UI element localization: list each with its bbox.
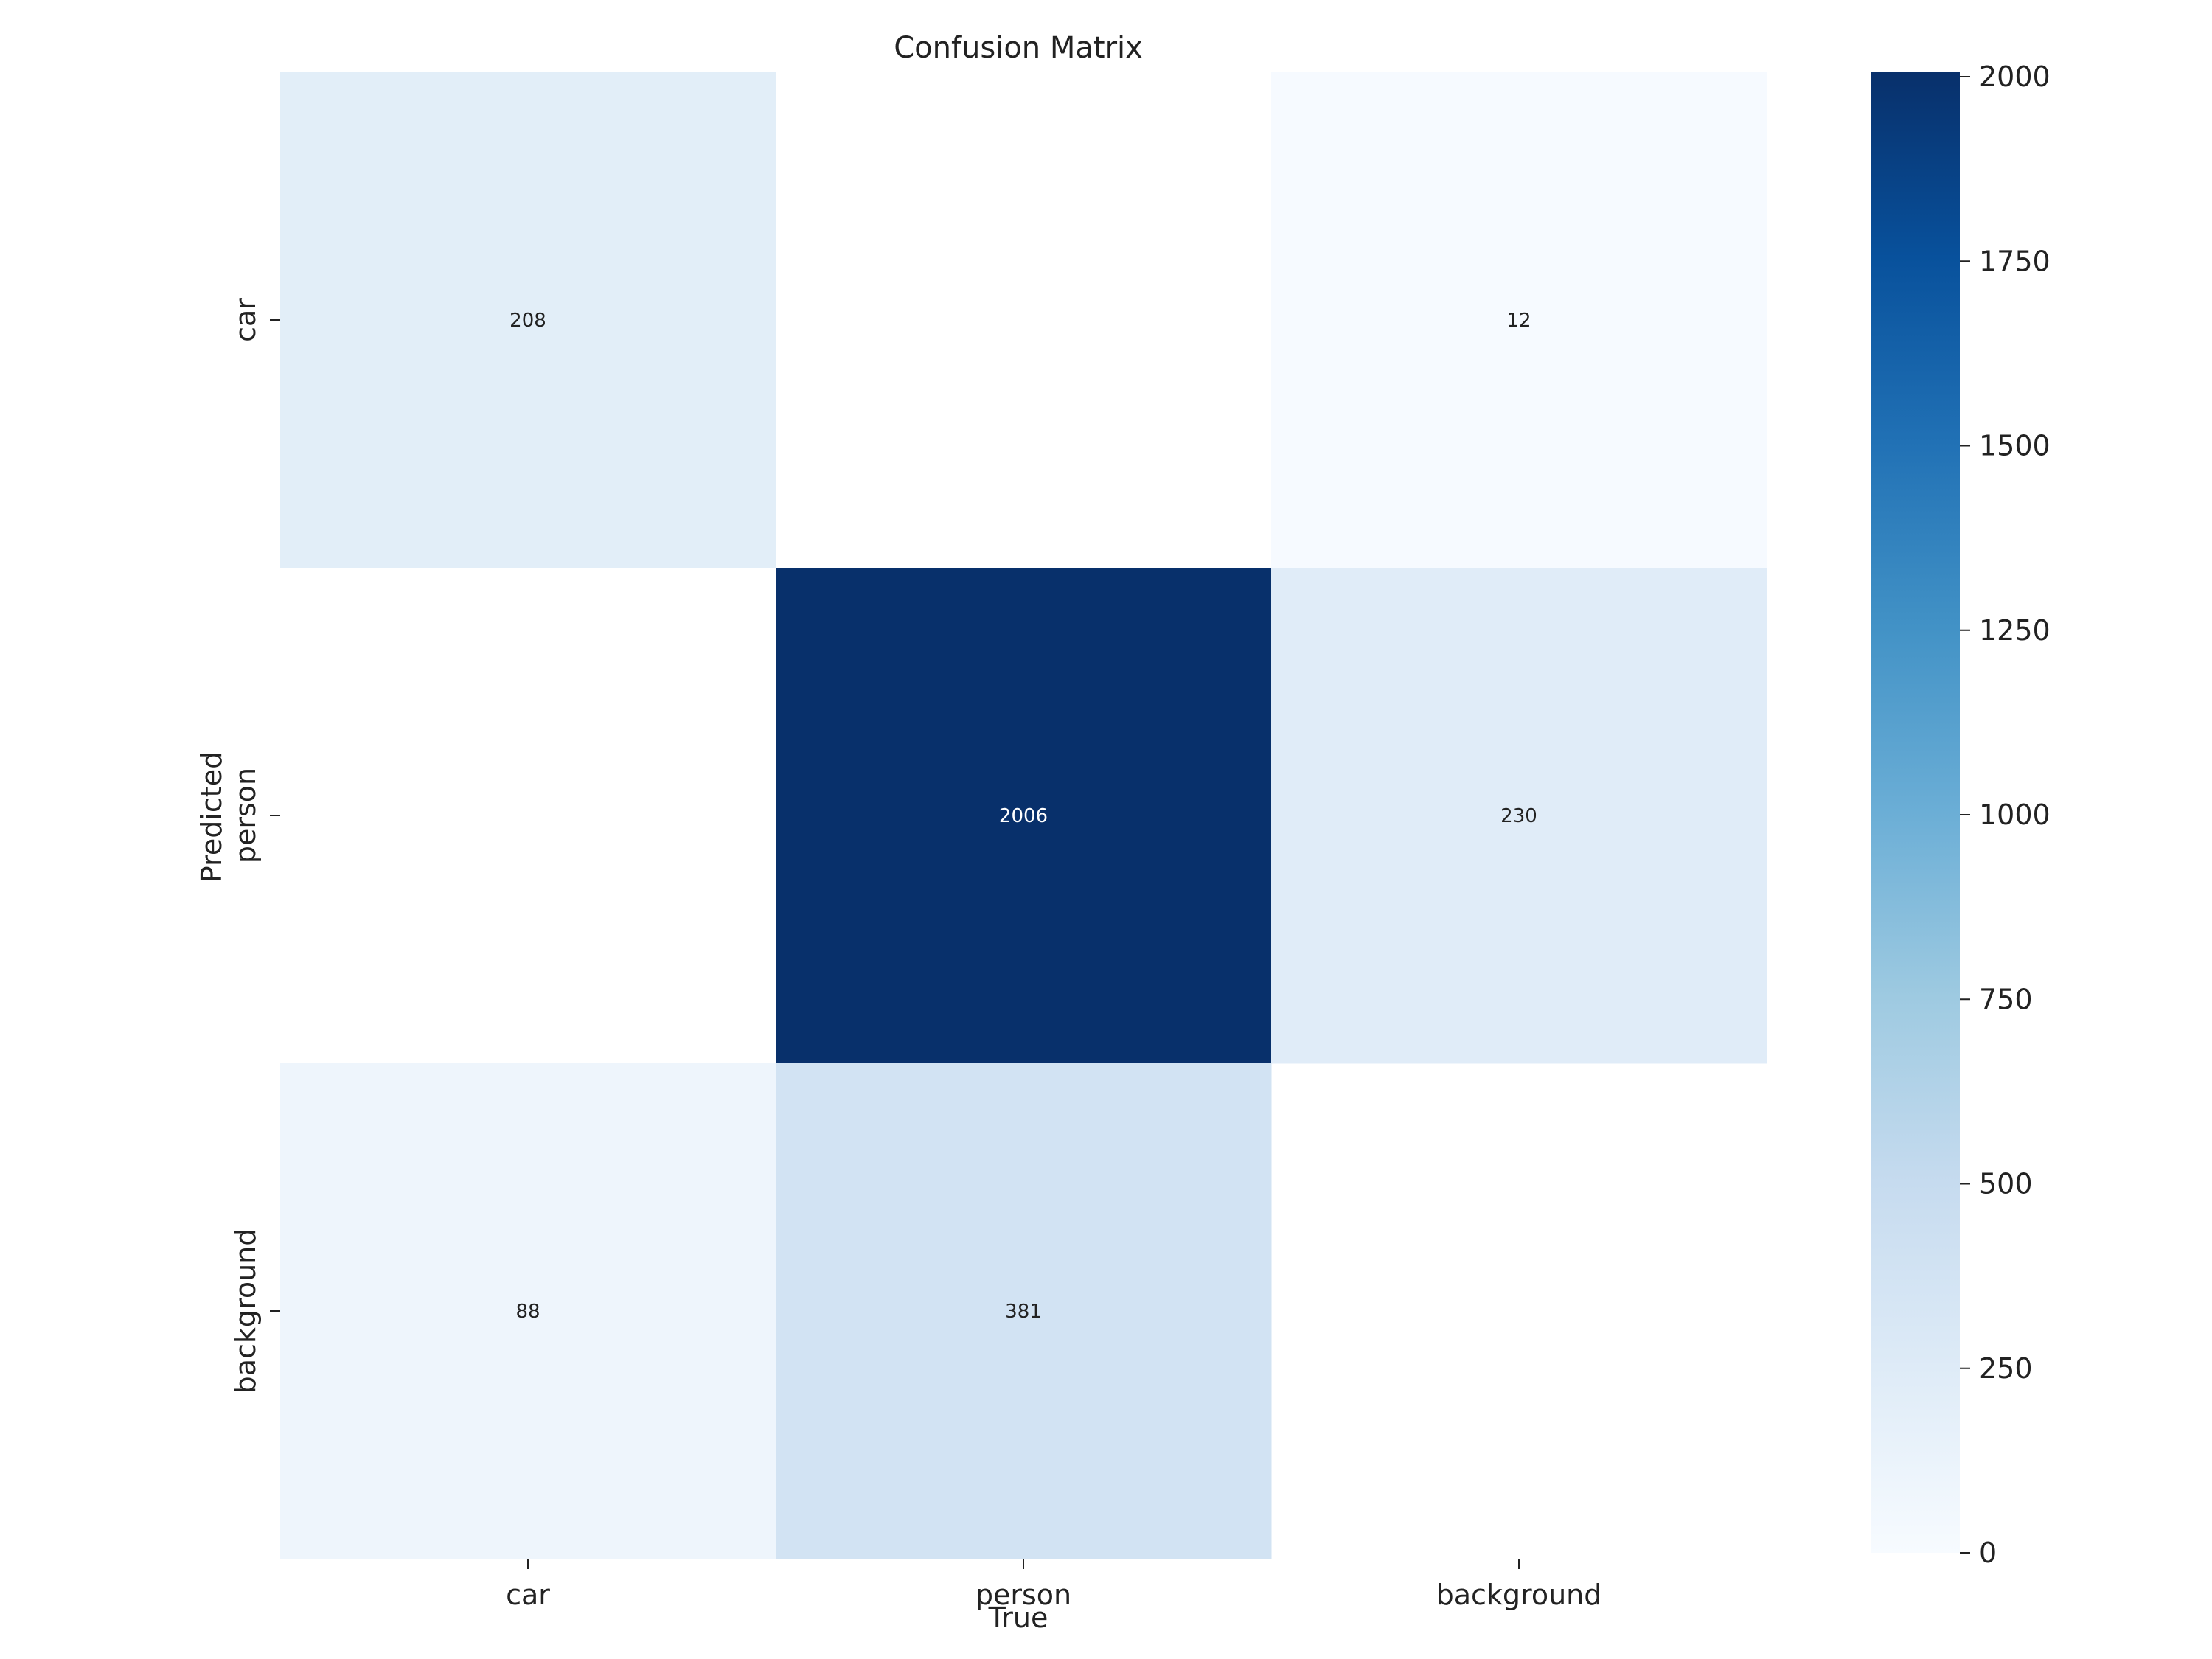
cell-value-label: 208	[509, 310, 546, 332]
cell-value-label: 230	[1500, 805, 1537, 827]
heatmap-cell-labels: 208 12 2006 230 88 381	[509, 310, 1537, 1323]
colorbar-tick-label: 750	[1979, 983, 2033, 1015]
colorbar-tick-label: 1000	[1979, 799, 2051, 831]
y-axis-label: Predicted	[195, 751, 228, 883]
colorbar-tick-label: 1750	[1979, 245, 2051, 277]
heatmap-cell	[280, 72, 776, 568]
colorbar-tick-label: 250	[1979, 1352, 2033, 1385]
colorbar	[1871, 72, 1960, 1553]
heatmap-cell	[776, 1063, 1272, 1559]
colorbar-tick-label: 1250	[1979, 614, 2051, 647]
x-axis: car person background	[506, 1559, 1601, 1611]
cell-value-label: 88	[515, 1301, 540, 1323]
heatmap-cell	[1271, 72, 1767, 568]
x-axis-label: True	[988, 1601, 1048, 1634]
heatmap-cell	[280, 1063, 776, 1559]
heatmap-cell	[776, 568, 1272, 1064]
x-tick-label: car	[506, 1579, 550, 1611]
cell-value-label: 381	[1005, 1301, 1042, 1323]
colorbar-tick-label: 2000	[1979, 60, 2051, 93]
chart-title: Confusion Matrix	[894, 31, 1143, 65]
colorbar-tick-label: 0	[1979, 1537, 1997, 1569]
y-tick-label: person	[229, 768, 262, 863]
colorbar-tick-label: 500	[1979, 1168, 2033, 1200]
x-tick-label: person	[975, 1579, 1071, 1611]
heatmap-cells	[280, 72, 1767, 1559]
y-axis: car person background	[229, 298, 280, 1394]
x-tick-label: background	[1436, 1579, 1602, 1611]
heatmap-cell	[1271, 568, 1767, 1064]
cell-value-label: 12	[1506, 310, 1531, 332]
cell-value-label: 2006	[999, 805, 1048, 827]
colorbar-tick-label: 1500	[1979, 430, 2051, 462]
colorbar-ticks: 0 250 500 750 1000 1250 1500 1750 2000	[1960, 60, 2051, 1569]
y-tick-label: car	[229, 298, 262, 342]
y-tick-label: background	[229, 1228, 262, 1394]
